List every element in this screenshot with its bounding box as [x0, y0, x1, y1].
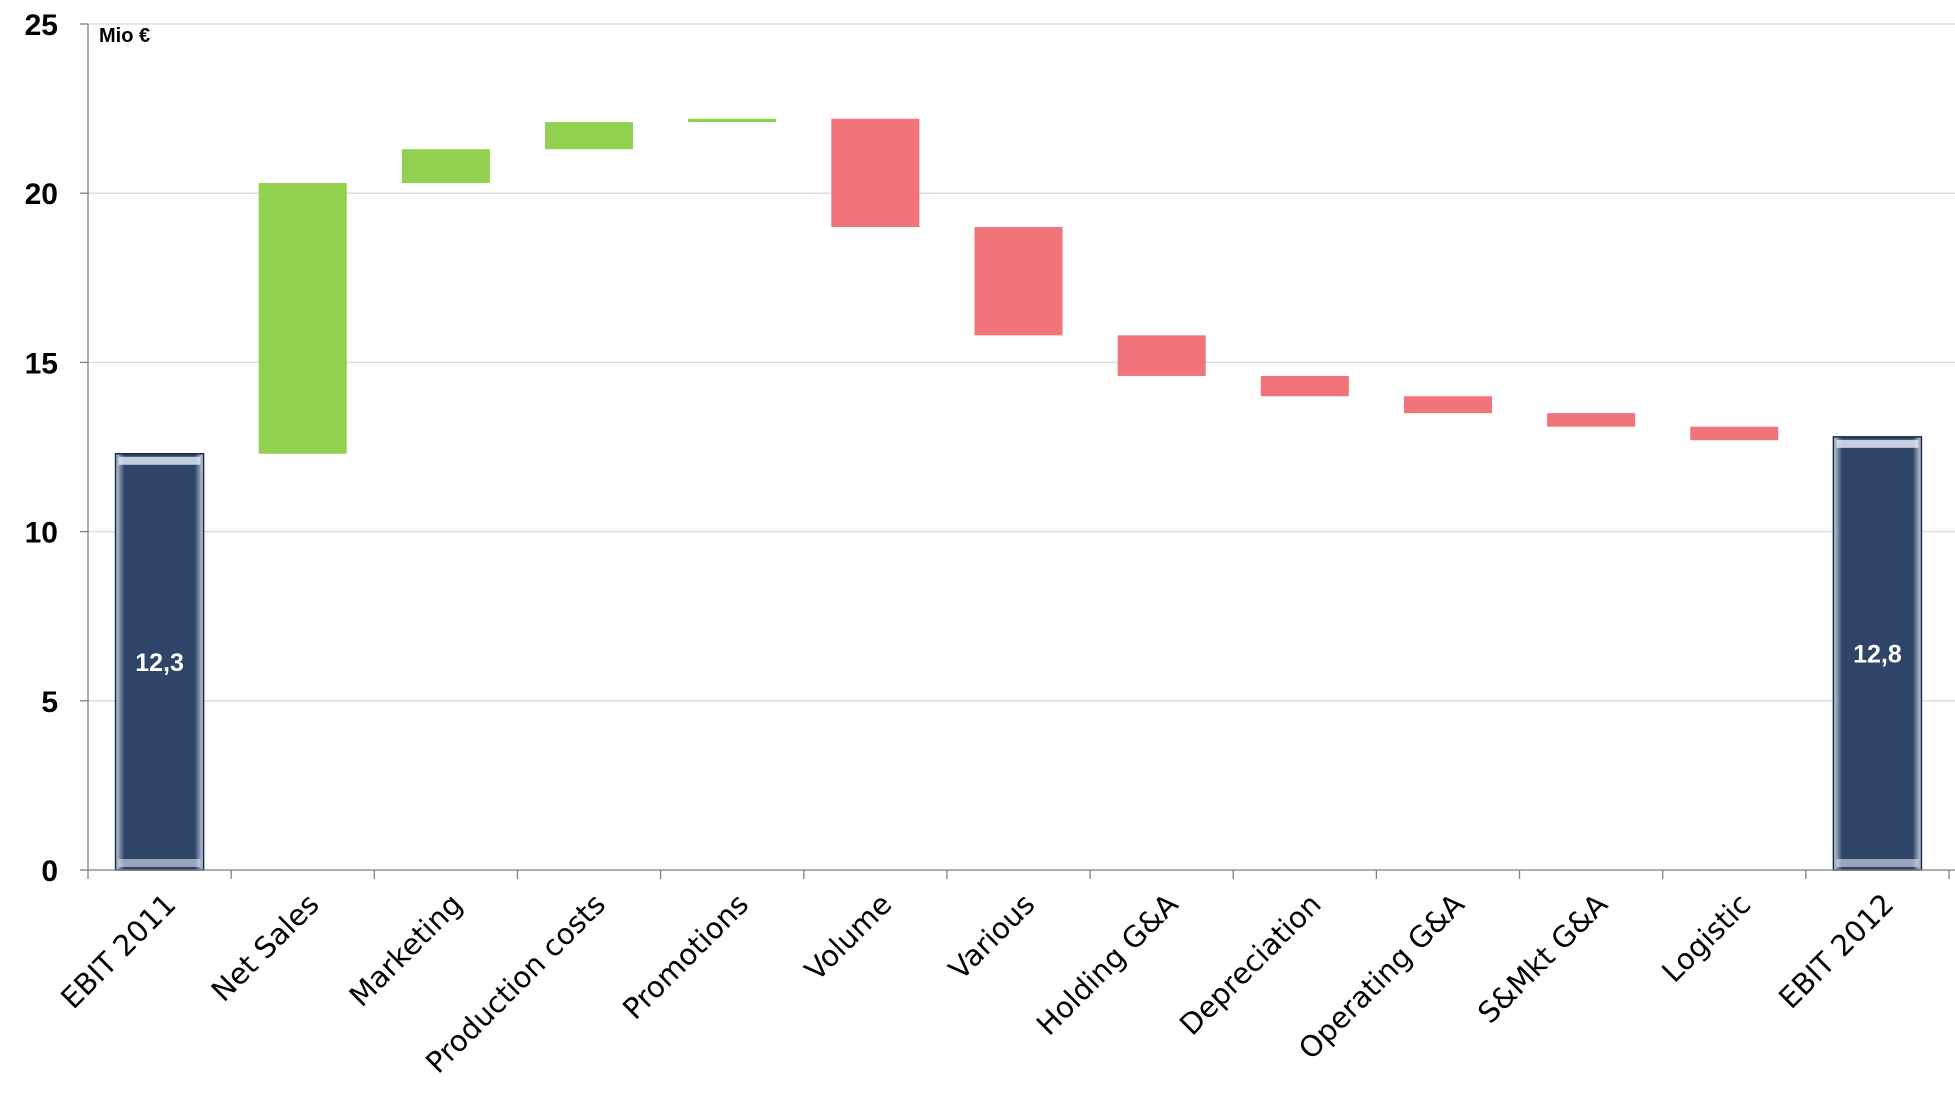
bar-decrease — [1403, 396, 1492, 414]
x-category-label: Holding G&A — [1030, 887, 1185, 1042]
bar-increase — [545, 122, 634, 150]
x-category-label: S&Mkt G&A — [1471, 887, 1614, 1030]
x-category-label: Promotions — [616, 887, 755, 1026]
y-tick-label: 20 — [25, 178, 58, 211]
bar-decrease — [831, 118, 920, 228]
x-category-label: EBIT 2011 — [54, 887, 182, 1015]
bar-decrease — [1547, 413, 1636, 427]
bar-decrease — [1690, 426, 1779, 441]
labels: 0 5 10 15 20 25 12,3 12,8 EBIT 2011 Net Sales Mark… — [25, 9, 1902, 1080]
bar-total — [114, 453, 205, 871]
bar-increase — [688, 118, 777, 123]
y-tick-label: 5 — [41, 686, 58, 719]
y-tick-label: 10 — [25, 517, 58, 550]
x-category-label: Volume — [798, 887, 898, 987]
x-category-label: Net Sales — [205, 887, 326, 1008]
unit-label: Mio € — [99, 25, 150, 47]
bar-decrease — [1260, 375, 1349, 397]
data-label: 12,3 — [135, 649, 184, 677]
bar-decrease — [1117, 335, 1206, 376]
bars — [114, 118, 1923, 871]
x-category-label: Depreciation — [1173, 887, 1328, 1042]
bar-increase — [258, 183, 347, 454]
x-category-label: Marketing — [343, 887, 469, 1013]
bar-total — [1832, 436, 1923, 871]
data-label: 12,8 — [1853, 640, 1902, 668]
x-category-label: Various — [942, 887, 1041, 986]
x-category-label: EBIT 2012 — [1772, 887, 1900, 1015]
x-category-label: Logistic — [1655, 887, 1757, 989]
axes — [80, 23, 1955, 879]
bar-decrease — [974, 227, 1063, 336]
y-tick-label: 15 — [25, 347, 58, 380]
y-tick-label: 0 — [41, 855, 58, 888]
bar-increase — [401, 149, 490, 184]
y-tick-label: 25 — [25, 9, 58, 42]
gridlines — [88, 23, 1955, 702]
